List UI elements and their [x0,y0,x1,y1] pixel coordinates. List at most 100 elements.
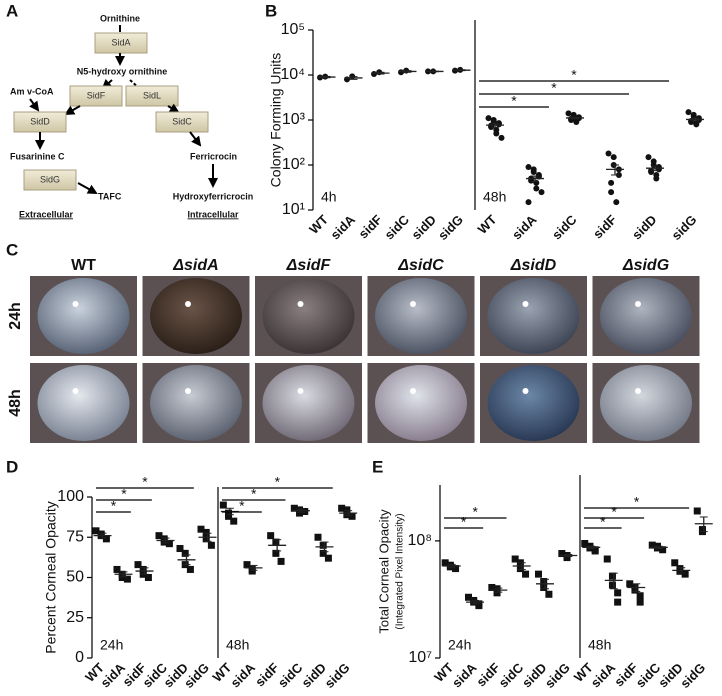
panel-label: D [6,457,18,476]
data-point [608,179,615,186]
node: Ferricrocin [190,151,237,161]
x-tick-label: sidF [252,660,282,690]
x-tick-label: sidC [275,660,306,691]
data-point [645,154,652,161]
data-point [267,532,275,540]
data-point [319,549,327,557]
x-tick-label: sidC [382,212,413,243]
data-point [219,501,227,509]
y-tick-label: 75 [66,528,84,545]
node: Hydroxyferricrocin [173,191,254,201]
enzyme: SidA [111,37,130,47]
x-tick-label: sidC [549,212,580,243]
x-tick-label: sidG [322,660,353,691]
data-point [493,585,501,593]
data-point [511,555,519,563]
data-point [685,109,692,116]
group-label: 24h [448,637,471,653]
data-point [605,150,612,157]
eye-photo [262,278,355,354]
eye-photo [150,365,242,441]
data-point [202,535,210,543]
panel-label: A [6,1,18,20]
y-tick-label: 100 [57,488,84,505]
y-axis-label: Percent Corneal Opacity [43,501,59,654]
highlight [185,388,191,394]
data-point [626,580,634,588]
significance-label: * [611,504,617,520]
data-point [344,76,350,83]
data-point [636,598,644,606]
data-point [272,538,280,546]
data-point [488,583,496,591]
x-tick-label: sidD [629,212,660,243]
x-tick-label: sidA [449,660,480,691]
eye-photo [375,278,467,354]
column-label: ΔsidF [286,257,332,274]
data-point [533,185,540,192]
data-point [495,121,502,128]
data-point [608,581,616,589]
group-label: 48h [483,189,506,205]
group-label: 24h [100,637,123,653]
significance-label: * [600,514,606,530]
significance-label: * [511,93,517,109]
data-point [441,559,449,567]
enzyme-box [125,85,179,107]
data-point [319,541,327,549]
data-point [516,565,524,573]
data-point [545,590,553,598]
eye-photo [487,278,580,354]
arrow [189,131,202,147]
node: Ornithine [100,13,140,23]
data-point [113,565,121,573]
data-point [144,574,152,581]
eye-photo [375,365,467,441]
data-point [155,532,163,540]
x-tick-label: sidG [669,212,700,243]
significance-label: * [275,474,281,490]
compartment: Extracellular [19,209,74,219]
data-point [207,541,215,549]
y-tick-label: 10⁵ [281,21,305,38]
data-point [160,538,168,546]
data-point [614,598,622,606]
node: Fusarinine C [10,151,65,161]
data-point [614,589,622,597]
compartment: Intracellular [187,209,239,219]
x-tick-label: sidD [299,660,330,691]
data-point [671,559,679,567]
eye-photo [600,365,692,441]
data-point [581,539,589,547]
y-tick-label: 10¹ [282,201,305,218]
significance-label: * [121,486,127,502]
data-point [653,175,660,182]
data-point [123,575,131,583]
y-axis-label: Total Corneal Opacity [376,509,391,634]
y-tick-label: 50 [66,569,84,586]
data-point [301,507,309,515]
group-label: 48h [226,637,249,653]
highlight [185,301,191,307]
data-point [650,162,657,168]
data-point [197,525,205,533]
x-tick-label: sidF [590,212,620,242]
significance-label: * [142,474,148,490]
highlight [297,388,304,394]
y-tick-label: 25 [66,609,84,626]
data-point [176,545,184,553]
node: TAFC [98,191,122,201]
highlight [72,388,79,394]
data-point [248,567,256,575]
data-point [540,583,548,591]
data-point [493,130,500,137]
significance-label: * [473,504,479,520]
arrow [29,98,40,112]
y-tick-label: 10² [282,156,306,173]
data-point [525,199,532,206]
data-point [186,565,194,573]
x-tick-label: sidD [519,660,550,691]
data-point [165,540,173,548]
eye-photo [37,365,130,441]
x-tick-label: sidG [435,212,466,243]
